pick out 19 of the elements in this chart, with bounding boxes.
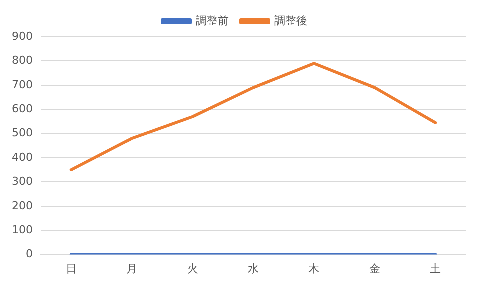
y-tick-label: 600 [12, 102, 33, 116]
x-tick-label: 火 [187, 262, 198, 276]
x-tick-label: 水 [248, 262, 259, 276]
y-tick-label: 700 [12, 78, 33, 92]
y-tick-label: 300 [12, 175, 33, 188]
x-tick-label: 土 [430, 262, 442, 276]
x-tick-label: 金 [369, 262, 380, 276]
y-tick-label: 400 [12, 150, 33, 164]
y-tick-label: 900 [12, 30, 33, 43]
y-tick-label: 100 [12, 223, 33, 236]
x-tick-label: 日 [66, 262, 77, 276]
y-tick-label: 500 [12, 126, 33, 140]
x-tick-label: 木 [308, 262, 320, 276]
y-tick-label: 0 [26, 248, 33, 261]
legend-label: 調整前 [196, 14, 229, 28]
y-tick-label: 200 [12, 199, 33, 212]
x-tick-label: 月 [126, 262, 138, 276]
legend-label: 調整後 [274, 14, 308, 28]
y-tick-label: 800 [12, 54, 33, 68]
